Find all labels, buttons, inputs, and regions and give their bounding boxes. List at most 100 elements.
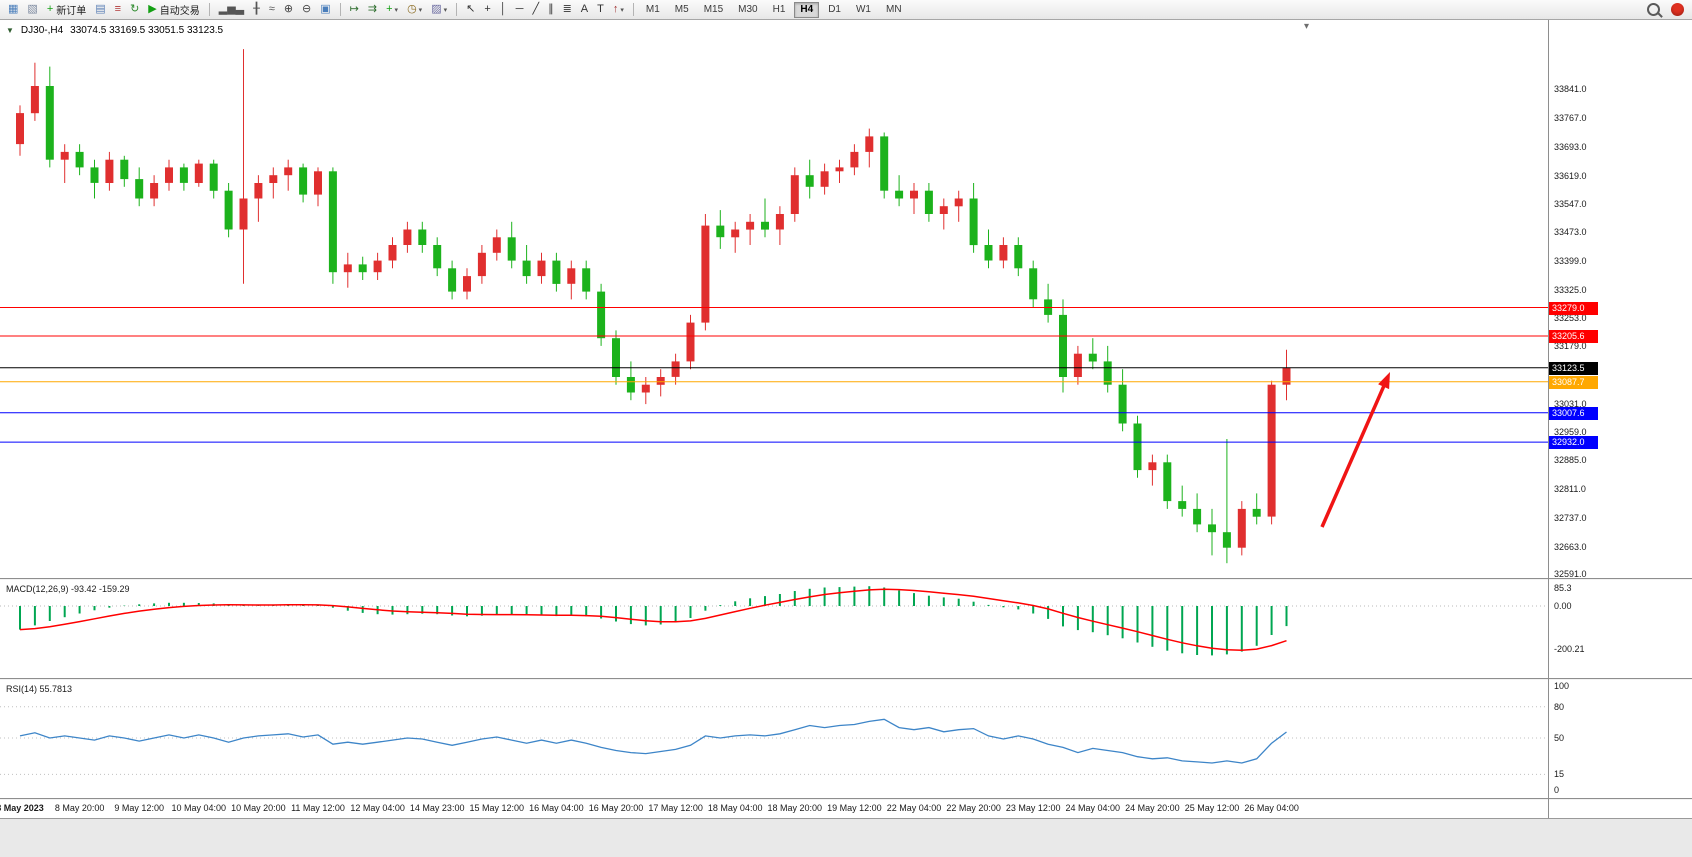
- panel-splitter-macd[interactable]: [0, 578, 1692, 580]
- price-tag-33123.5: 33123.5: [1549, 361, 1598, 375]
- timeframe-m15-button[interactable]: M15: [703, 3, 724, 15]
- time-axis-label: 12 May 04:00: [350, 803, 405, 813]
- rsi-axis-label: 100: [1554, 681, 1570, 691]
- fibonacci-icon[interactable]: ≣: [559, 1, 576, 19]
- macd-panel[interactable]: [0, 580, 1548, 678]
- auto-scroll-icon-glyph: ↦: [349, 3, 359, 15]
- timeframe-d1-button[interactable]: D1: [828, 3, 841, 15]
- refresh-icon[interactable]: ↻: [126, 1, 143, 19]
- indicators-icon[interactable]: + ▾: [382, 1, 402, 19]
- time-axis-label: 26 May 04:00: [1244, 803, 1299, 813]
- toolbar-separator: [339, 3, 341, 16]
- time-axis-label: 15 May 12:00: [469, 803, 525, 813]
- dropdown-arrow-icon: ▾: [394, 6, 399, 14]
- notification-badge[interactable]: [1671, 3, 1684, 16]
- price-axis: 33841.0 33767.0 33693.0 33619.0 33547.0 33473…: [1549, 20, 1692, 818]
- print-icon[interactable]: ▤: [91, 1, 109, 19]
- rsi-panel[interactable]: [0, 680, 1548, 798]
- rsi-axis-label: 80: [1554, 701, 1565, 712]
- timeframe-w1-button[interactable]: W1: [855, 3, 871, 15]
- new-order-button-label: 新订单: [56, 6, 87, 17]
- bottom-scroll-area[interactable]: [0, 818, 1692, 857]
- timeframe-m30-button[interactable]: M30: [738, 3, 758, 15]
- panel-splitter-rsi[interactable]: [0, 678, 1692, 680]
- new-chart-icon[interactable]: ▦: [4, 1, 22, 19]
- cursor-icon[interactable]: ↖: [462, 1, 479, 19]
- trendline-icon[interactable]: ╱: [528, 1, 543, 19]
- zoom-out-icon-glyph: ⊖: [302, 3, 312, 15]
- chart-window[interactable]: ▼ DJ30-,H4 33074.5 33169.5 33051.5 33123…: [0, 20, 1692, 818]
- channel-icon-glyph: ∥: [548, 3, 554, 15]
- search-icon[interactable]: [1647, 3, 1660, 16]
- zoom-out-icon[interactable]: ⊖: [298, 1, 315, 19]
- chart-shift-icon[interactable]: ⇉: [364, 1, 381, 19]
- chart-shift-marker[interactable]: ▾: [1304, 21, 1310, 32]
- crosshair-icon[interactable]: +: [480, 1, 494, 19]
- auto-trading-icon: ▶: [148, 3, 157, 15]
- arrows-icon[interactable]: ↑ ▾: [609, 1, 628, 19]
- time-axis-label: 8 May 20:00: [54, 803, 105, 813]
- bar-chart-icon-glyph: ▂▅▃: [218, 3, 245, 15]
- symbol-dropdown-icon[interactable]: ▼: [6, 26, 14, 35]
- price-chart-panel[interactable]: [0, 20, 1548, 578]
- time-axis-label: 10 May 20:00: [231, 803, 286, 813]
- dropdown-arrow-icon: ▾: [620, 6, 624, 14]
- label-icon-glyph: T: [597, 3, 604, 15]
- price-tag-33279.0: 33279.0: [1549, 301, 1598, 315]
- price-axis-label: 33473.0: [1554, 227, 1587, 238]
- text-icon[interactable]: A: [577, 1, 592, 19]
- price-axis-label: 32885.0: [1554, 455, 1587, 466]
- time-axis-border: [0, 798, 1692, 800]
- channel-icon[interactable]: ∥: [544, 1, 558, 19]
- candles: [16, 49, 1291, 564]
- price-axis-label: 32591.0: [1554, 569, 1587, 580]
- time-axis-label: 18 May 20:00: [767, 803, 823, 813]
- line-chart-icon[interactable]: ≈: [265, 1, 279, 19]
- market-watch-icon[interactable]: ≡: [111, 1, 125, 19]
- price-tag-32932.0: 32932.0: [1549, 436, 1598, 450]
- periods-icon-glyph: ◷: [407, 3, 417, 15]
- time-axis-label: 18 May 04:00: [707, 803, 763, 813]
- vertical-line-icon[interactable]: │: [496, 1, 511, 19]
- time-axis-label: 25 May 12:00: [1184, 803, 1240, 813]
- zoom-in-icon[interactable]: ⊕: [280, 1, 297, 19]
- timeframe-m5-button[interactable]: M5: [674, 3, 689, 15]
- macd-signal-line: [19, 588, 1287, 651]
- indicators-icon-glyph: +: [386, 3, 393, 15]
- arrow-annotation[interactable]: [1320, 378, 1389, 528]
- price-axis-label: 32737.0: [1554, 512, 1587, 523]
- line-chart-icon-glyph: ≈: [268, 3, 275, 15]
- timeframe-m1-button[interactable]: M1: [645, 3, 660, 15]
- dropdown-arrow-icon: ▾: [443, 6, 448, 14]
- timeframe-h4-button[interactable]: H4: [794, 1, 820, 18]
- trendline-icon-glyph: ╱: [532, 3, 540, 15]
- auto-scroll-icon[interactable]: ↦: [346, 1, 363, 19]
- auto-trading-button[interactable]: ▶ 自动交易: [144, 1, 203, 19]
- price-axis-label: 33547.0: [1554, 198, 1587, 209]
- time-axis: 8 May 2023 8 May 20:00 9 May 12:00 10 May 0…: [0, 798, 1548, 818]
- candlestick-chart-icon[interactable]: ╂: [249, 1, 264, 19]
- price-axis-label: 33693.0: [1554, 141, 1587, 152]
- rsi-axis-label: 50: [1554, 733, 1565, 743]
- toolbar-separator: [208, 3, 210, 16]
- templates-icon[interactable]: ▨ ▾: [427, 1, 451, 19]
- timeframe-h1-button[interactable]: H1: [772, 3, 786, 15]
- new-order-icon: +: [46, 3, 54, 15]
- tile-windows-icon[interactable]: ▣: [316, 1, 334, 19]
- new-order-button[interactable]: + 新订单: [43, 1, 90, 19]
- macd-axis-label: 0.00: [1554, 601, 1572, 611]
- fibonacci-icon-glyph: ≣: [562, 3, 572, 15]
- time-axis-label: 16 May 20:00: [588, 803, 644, 813]
- periods-icon[interactable]: ◷ ▾: [403, 1, 426, 19]
- toolbar-separator: [456, 3, 458, 16]
- profiles-icon[interactable]: ▧: [23, 1, 41, 19]
- bar-chart-icon[interactable]: ▂▅▃: [215, 1, 248, 19]
- label-icon[interactable]: T: [593, 1, 608, 19]
- vertical-line-icon-glyph: │: [499, 3, 507, 15]
- price-tag-33205.6: 33205.6: [1549, 329, 1598, 343]
- rsi-line: [19, 718, 1287, 764]
- horizontal-line-icon[interactable]: ─: [512, 1, 528, 19]
- timeframe-mn-button[interactable]: MN: [885, 3, 902, 15]
- print-icon-glyph: ▤: [95, 3, 106, 15]
- price-axis-label: 33619.0: [1554, 170, 1587, 181]
